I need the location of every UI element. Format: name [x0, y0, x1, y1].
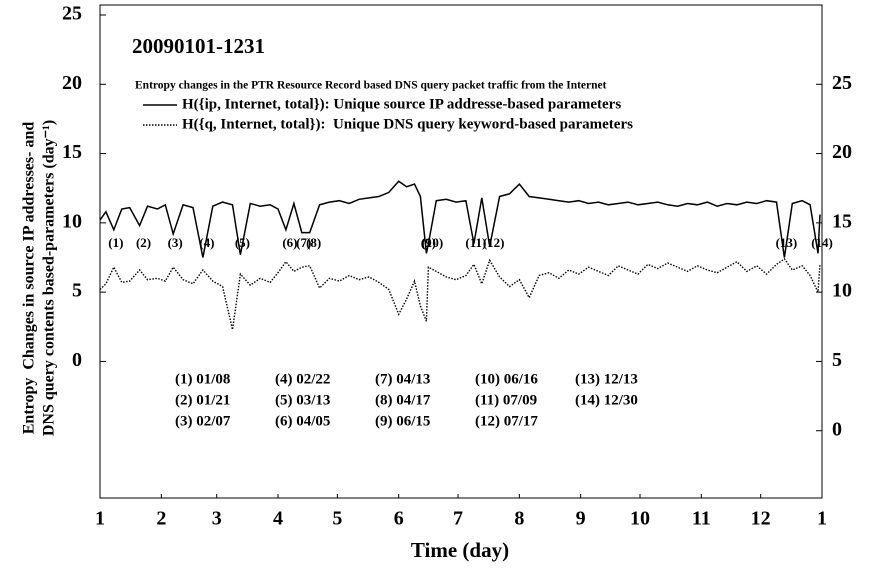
date-note: (1) 01/08	[175, 371, 230, 387]
annotation: (3)	[168, 235, 183, 250]
y-tick-label: 25	[62, 3, 82, 25]
x-tick-label: 4	[273, 508, 283, 530]
x-tick-label: 12	[751, 508, 771, 530]
legend-label: H({q, Internet, total}): Unique DNS quer…	[182, 116, 633, 132]
y-tick-label: 10	[62, 210, 82, 232]
date-note: (2) 01/21	[175, 392, 230, 408]
date-note: (3) 02/07	[175, 413, 231, 429]
y2-tick-label: 20	[832, 141, 852, 163]
y-axis-label: DNS query contents based-parameters (day…	[41, 120, 58, 436]
date-note: (9) 06/15	[375, 413, 430, 429]
x-tick-label: 7	[453, 508, 463, 530]
y2-tick-label: 0	[832, 418, 842, 440]
x-tick-label: 9	[576, 508, 586, 530]
annotation: (11)	[465, 235, 486, 250]
chart-title: 20090101-1231	[132, 34, 265, 58]
data-line	[99, 180, 821, 258]
x-tick-label: 3	[212, 508, 222, 530]
y-tick-label: 20	[62, 72, 82, 94]
annotation: (13)	[776, 235, 798, 250]
y2-tick-label: 10	[832, 280, 852, 302]
annotation: (5)	[235, 235, 250, 250]
date-note: (13) 12/13	[575, 371, 638, 387]
y-axis-label: Entropy Changes in source IP addresses- …	[21, 122, 38, 435]
y2-tick-label: 5	[832, 349, 842, 371]
annotation: (14)	[811, 235, 833, 250]
date-note: (11) 07/09	[475, 392, 537, 408]
annotation: (2)	[136, 235, 151, 250]
y2-tick-label: 25	[832, 72, 852, 94]
annotation: (8)	[306, 235, 321, 250]
date-note: (8) 04/17	[375, 392, 431, 408]
annotation: (9)	[421, 235, 436, 250]
x-tick-label: 11	[692, 508, 711, 530]
date-note: (6) 04/05	[275, 413, 330, 429]
x-axis-label: Time (day)	[411, 538, 509, 562]
x-tick-label: 1	[95, 508, 105, 530]
date-note: (12) 07/17	[475, 413, 538, 429]
date-note: (14) 12/30	[575, 392, 638, 408]
date-note: (7) 04/13	[375, 371, 430, 387]
x-tick-label: 6	[394, 508, 404, 530]
plot-frame	[99, 4, 823, 499]
chart-subtitle: Entropy changes in the PTR Resource Reco…	[135, 80, 607, 92]
x-tick-label: 10	[630, 508, 650, 530]
date-note: (10) 06/16	[475, 371, 538, 387]
y2-tick-label: 15	[832, 210, 852, 232]
x-tick-label: 8	[514, 508, 524, 530]
annotation: (4)	[199, 235, 214, 250]
annotation: (1)	[108, 235, 123, 250]
annotation: (12)	[483, 235, 505, 250]
data-line	[99, 257, 821, 330]
y-tick-label: 15	[62, 141, 82, 163]
annotation: (7)	[296, 235, 311, 250]
x-tick-label: 2	[156, 508, 166, 530]
y-tick-label: 0	[72, 349, 82, 371]
date-note: (5) 03/13	[275, 392, 330, 408]
date-note: (4) 02/22	[275, 371, 330, 387]
annotation: (6)	[282, 235, 297, 250]
annotation: (10)	[422, 235, 444, 250]
x-tick-label: 1	[817, 508, 827, 530]
x-tick-label: 5	[332, 508, 342, 530]
y-tick-label: 5	[72, 280, 82, 302]
legend-label: H({ip, Internet, total}): Unique source …	[182, 96, 621, 112]
